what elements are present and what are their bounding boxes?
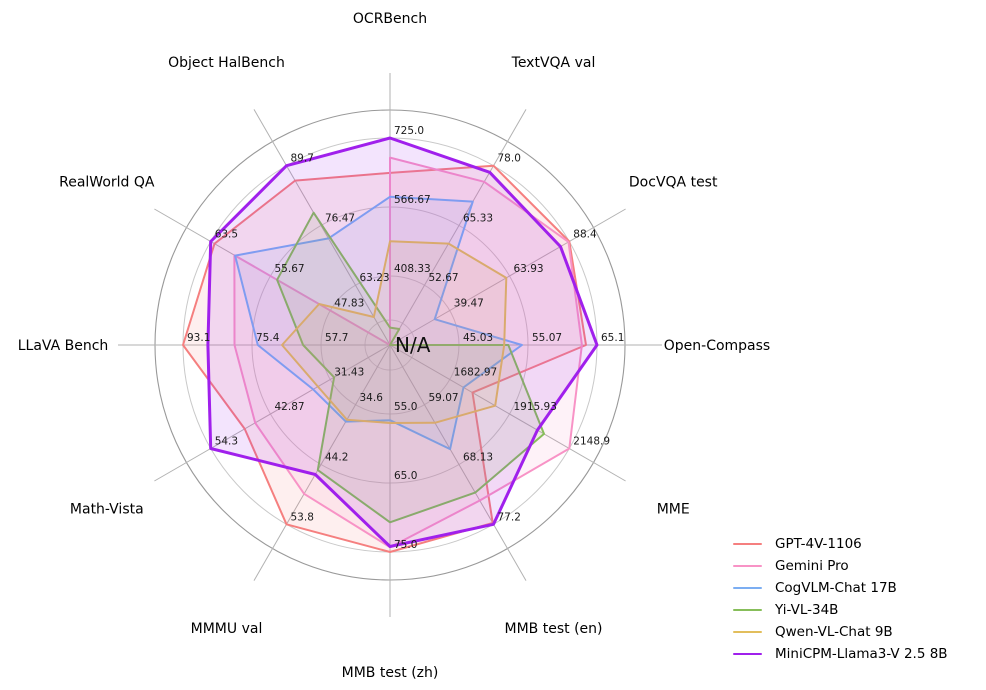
tick-label: 2148.9 (573, 436, 610, 448)
axis-label-object-halbench: Object HalBench (168, 55, 285, 71)
legend-item-qwen-vl-chat-9b: Qwen-VL-Chat 9B (733, 621, 948, 643)
tick-label: 39.47 (454, 298, 484, 310)
series-polygon-minicpm-llama3-v-2-5-8b (206, 136, 599, 548)
tick-label: 77.2 (498, 511, 521, 523)
axis-spoke-docvqa-test (389, 208, 626, 346)
tick-label: 55.07 (532, 332, 562, 344)
tick-label: 89.7 (291, 153, 314, 165)
legend-item-cogvlm-chat-17b: CogVLM-Chat 17B (733, 577, 948, 599)
legend: GPT-4V-1106 Gemini Pro CogVLM-Chat 17B Yi-V… (733, 533, 948, 665)
legend-line-swatch (733, 652, 762, 656)
axis-label-llava-bench: LLaVA Bench (18, 338, 109, 354)
tick-label: 1682.97 (454, 367, 497, 379)
axis-label-mmb-test-zh: MMB test (zh) (342, 665, 439, 681)
series-polygon-qwen-vl-chat-9b (281, 240, 508, 424)
tick-label: 59.07 (429, 392, 459, 404)
center-na-label: N/A (395, 333, 431, 357)
tick-label: 68.13 (463, 452, 493, 464)
series-polygon-cogvlm-chat-17b (234, 195, 523, 451)
tick-label: 57.7 (325, 332, 348, 344)
tick-label: 34.6 (360, 392, 384, 404)
tick-label: 408.33 (394, 263, 431, 275)
tick-label: 63.93 (514, 263, 544, 275)
tick-label: 65.1 (601, 332, 624, 344)
tick-label: 55.67 (275, 263, 305, 275)
legend-label: MiniCPM-Llama3-V 2.5 8B (775, 646, 948, 662)
tick-label: 54.3 (215, 436, 238, 448)
axis-label-open-compass: Open-Compass (664, 338, 770, 354)
legend-line-swatch (733, 564, 762, 568)
series-polygon-yi-vl-34b (276, 211, 545, 524)
legend-label: GPT-4V-1106 (775, 536, 862, 552)
legend-line-swatch (733, 586, 762, 590)
axis-spoke-math-vista (154, 344, 391, 482)
tick-label: 75.0 (394, 539, 417, 551)
tick-label: 63.23 (360, 272, 390, 284)
axis-label-mmb-test-en: MMB test (en) (505, 621, 603, 637)
tick-label: 44.2 (325, 452, 348, 464)
legend-label: Yi-VL-34B (775, 602, 839, 618)
legend-item-minicpm-llama3-v-2-5-8b: MiniCPM-Llama3-V 2.5 8B (733, 643, 948, 665)
axis-label-ocrbench: OCRBench (353, 11, 427, 27)
legend-label: CogVLM-Chat 17B (775, 580, 897, 596)
legend-label: Qwen-VL-Chat 9B (775, 624, 893, 640)
axis-spoke-mmmu-val (253, 344, 391, 581)
axis-spoke-object-halbench (253, 109, 391, 346)
axis-label-realworld-qa: RealWorld QA (59, 175, 155, 191)
legend-item-yi-vl-34b: Yi-VL-34B (733, 599, 948, 621)
tick-label: 45.03 (463, 332, 493, 344)
legend-line-swatch (733, 542, 762, 546)
axis-label-math-vista: Math-Vista (70, 502, 144, 518)
tick-label: 1915.93 (514, 401, 557, 413)
axis-spoke-mmb-test-en (389, 344, 527, 581)
axis-label-docvqa-test: DocVQA test (629, 175, 718, 191)
tick-label: 47.83 (334, 298, 364, 310)
axis-spoke-textvqa-val (389, 109, 527, 346)
tick-label: 31.43 (334, 367, 364, 379)
tick-label: 88.4 (573, 229, 597, 241)
legend-line-swatch (733, 630, 762, 634)
legend-item-gpt-4v-1106: GPT-4V-1106 (733, 533, 948, 555)
axis-label-textvqa-val: TextVQA val (511, 55, 596, 71)
tick-label: 76.47 (325, 213, 355, 225)
tick-label: 93.1 (187, 332, 210, 344)
tick-label: 63.5 (215, 229, 238, 241)
tick-label: 52.67 (429, 272, 459, 284)
tick-label: 65.33 (463, 213, 493, 225)
legend-item-gemini-pro: Gemini Pro (733, 555, 948, 577)
tick-label: 725.0 (394, 125, 424, 137)
tick-label: 53.8 (291, 511, 314, 523)
tick-label: 55.0 (394, 401, 417, 413)
tick-label: 65.0 (394, 470, 417, 482)
axis-label-mmmu-val: MMMU val (191, 621, 263, 637)
legend-line-swatch (733, 608, 762, 612)
tick-label: 566.67 (394, 194, 431, 206)
axis-label-mme: MME (657, 502, 690, 518)
axis-spoke-mme (389, 344, 626, 482)
legend-label: Gemini Pro (775, 558, 849, 574)
tick-label: 75.4 (256, 332, 280, 344)
tick-label: 42.87 (275, 401, 305, 413)
tick-label: 78.0 (498, 153, 521, 165)
